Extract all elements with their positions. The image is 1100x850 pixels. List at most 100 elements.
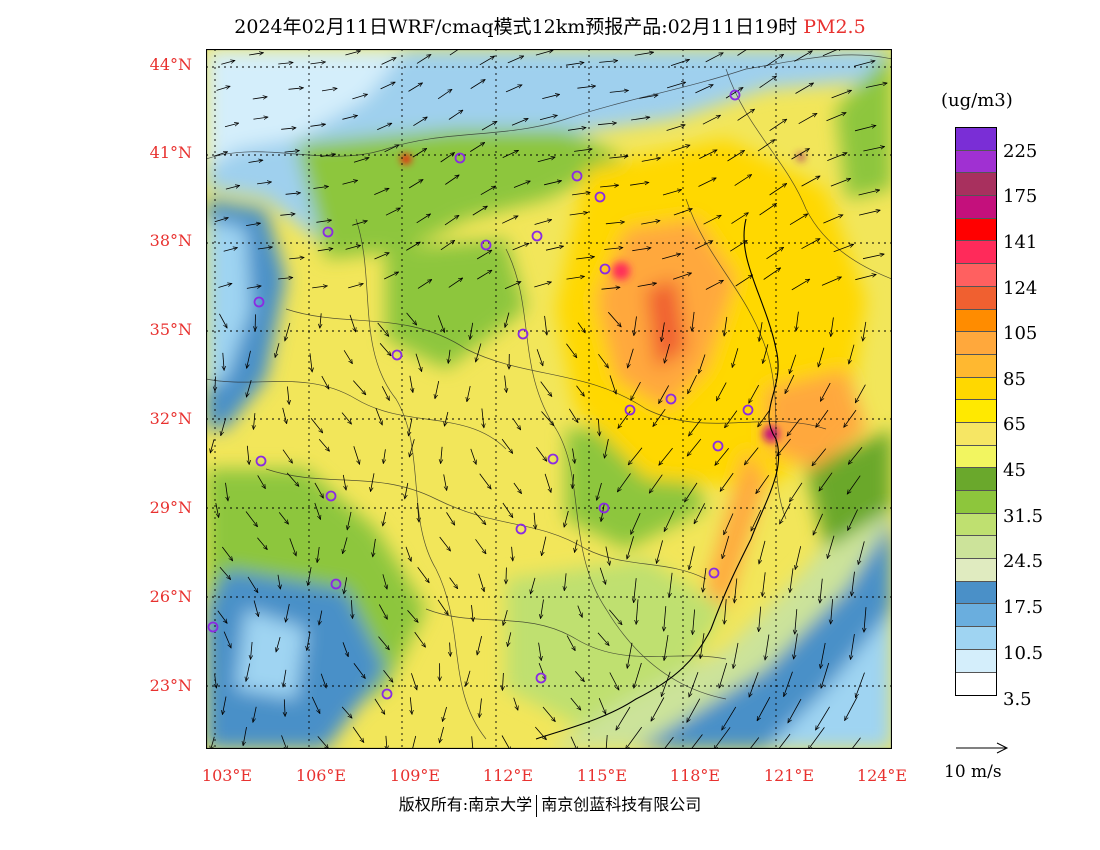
wind-vector [534, 220, 552, 225]
wind-vector [503, 609, 508, 625]
wind-vector [847, 475, 861, 494]
colorbar-label: 3.5 [1003, 689, 1032, 710]
wind-vector [310, 418, 323, 433]
wind-vector [572, 474, 573, 488]
wind-vector [378, 636, 390, 650]
wind-vector [826, 113, 847, 122]
wind-vector [731, 213, 749, 224]
wind-vector [544, 473, 551, 493]
wind-vector [219, 566, 231, 579]
wind-vector [383, 670, 393, 682]
colorbar-swatch [956, 468, 996, 491]
wind-vector [573, 448, 575, 464]
wind-vector [831, 599, 833, 624]
lat-label: 38°N [149, 231, 192, 250]
wind-vector [737, 109, 755, 121]
wind-vector [787, 418, 801, 436]
wind-vector [345, 51, 360, 56]
wind-vector [617, 473, 631, 492]
wind-vector [605, 546, 610, 566]
wind-vector [224, 123, 239, 128]
wind-vector [609, 156, 628, 158]
wind-vector [632, 248, 651, 252]
pm25-map [206, 49, 892, 749]
wind-vector [257, 475, 266, 488]
wind-vector [345, 245, 361, 250]
wind-vector [689, 671, 699, 697]
wind-vector [634, 52, 654, 56]
wind-vector [732, 348, 739, 367]
lat-label: 32°N [149, 409, 192, 428]
wind-vector [307, 631, 311, 651]
wind-vector [759, 322, 763, 341]
colorbar-label: 65 [1003, 414, 1026, 435]
lat-label: 41°N [149, 143, 192, 162]
wind-vector [412, 148, 427, 158]
wind-vector [479, 698, 481, 717]
wind-vector [251, 641, 253, 659]
lon-label: 106°E [295, 766, 347, 785]
wind-vector [723, 513, 734, 535]
wind-vector [544, 181, 561, 186]
wind-vector [512, 243, 529, 251]
colorbar-swatch [956, 196, 996, 219]
wind-vector [598, 698, 606, 714]
wind-vector [855, 384, 866, 403]
wind-vector [210, 439, 215, 453]
colorbar-swatch [956, 559, 996, 582]
wind-vector [744, 447, 759, 465]
wind-vector [245, 511, 258, 527]
wind-vector [749, 672, 759, 697]
wind-vector [512, 546, 513, 561]
colorbar-swatch [956, 445, 996, 469]
wind-vector [796, 311, 799, 331]
wind-vector [371, 473, 375, 491]
wind-vector [651, 697, 665, 722]
lon-label: 109°E [389, 766, 441, 785]
wind-vector [437, 315, 444, 332]
wind-vector [541, 599, 544, 619]
wind-vector [482, 408, 484, 428]
wind-vector [688, 375, 697, 394]
wind-vector [795, 83, 814, 94]
wind-vector [504, 281, 521, 290]
colorbar-swatch [956, 286, 996, 310]
wind-vector [416, 214, 431, 224]
wind-vector [719, 662, 728, 688]
wind-vector [513, 181, 530, 188]
wind-vector [769, 119, 787, 132]
wind-vector [795, 546, 802, 569]
wind-vector [385, 208, 400, 216]
wind-vector [703, 215, 722, 225]
wind-vector [470, 80, 486, 89]
wind-vector [316, 220, 331, 222]
wind-reference-label: 10 m/s [944, 762, 1002, 782]
wind-vector [569, 213, 588, 216]
wind-vector [253, 600, 258, 617]
wind-vector [663, 510, 675, 532]
wind-vector [789, 214, 808, 226]
wind-vector [759, 204, 777, 216]
wind-vector [730, 240, 747, 252]
wind-vector [572, 192, 590, 196]
wind-vector [282, 449, 293, 464]
wind-vector [317, 736, 329, 749]
wind-vector [513, 697, 518, 711]
wind-vector [536, 349, 543, 366]
wind-vector [222, 696, 227, 715]
wind-vector [626, 726, 643, 749]
wind-vector [253, 706, 257, 723]
wind-vector [568, 408, 578, 423]
wind-vector [382, 574, 387, 589]
wind-vector [601, 287, 621, 289]
wind-vector [537, 157, 555, 163]
wind-vector [630, 182, 649, 186]
wind-vector [246, 286, 261, 289]
wind-vector [597, 123, 617, 125]
wind-vector [576, 257, 594, 259]
wind-vector [659, 447, 673, 465]
wind-vector [505, 375, 507, 393]
wind-vector [759, 540, 766, 564]
wind-vector [502, 149, 519, 158]
wind-vector [801, 176, 820, 187]
